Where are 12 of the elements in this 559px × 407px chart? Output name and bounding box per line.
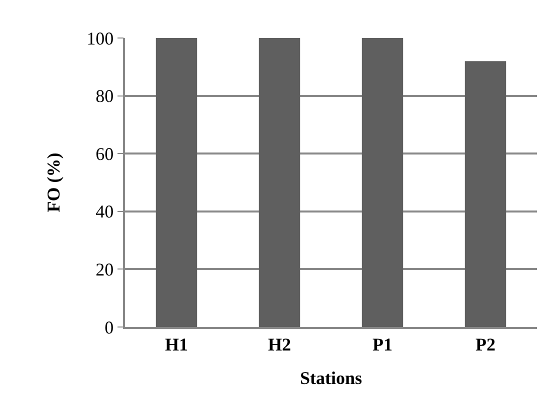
y-axis-title: FO (%) bbox=[43, 152, 64, 212]
x-tick-label: P2 bbox=[476, 334, 496, 354]
y-tick-label: 80 bbox=[96, 86, 114, 106]
y-tick-label: 20 bbox=[96, 260, 114, 280]
x-tick-label: P1 bbox=[372, 334, 392, 354]
x-axis-title: Stations bbox=[300, 368, 362, 388]
x-tick-label: H1 bbox=[164, 334, 188, 354]
y-tick-label: 100 bbox=[86, 28, 114, 48]
x-tick-label: H2 bbox=[268, 334, 292, 354]
y-tick-label: 40 bbox=[96, 202, 114, 222]
y-tick-label: 60 bbox=[96, 144, 114, 164]
y-tick-label: 0 bbox=[104, 317, 114, 338]
